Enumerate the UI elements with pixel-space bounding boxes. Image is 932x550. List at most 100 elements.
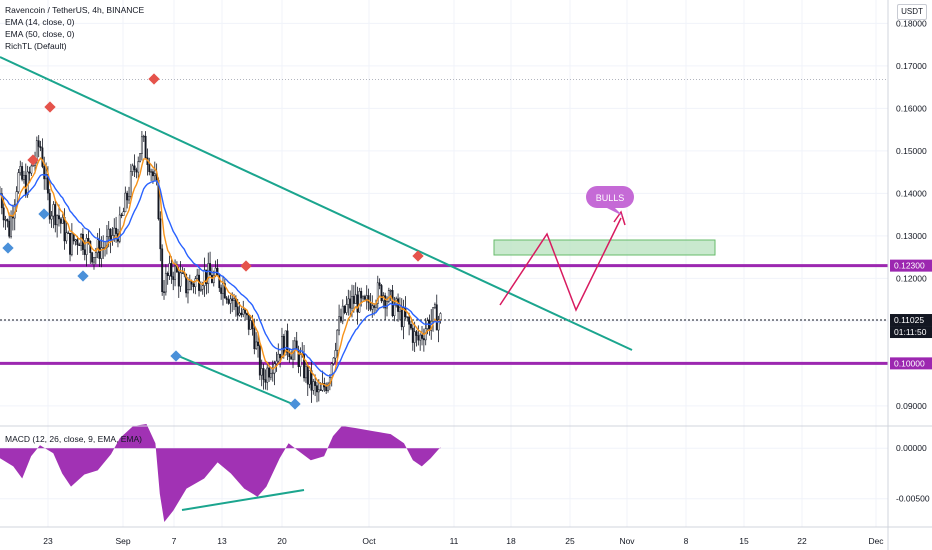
candle-body [78,244,81,246]
candle-body [83,249,86,255]
candle-body [245,313,248,316]
candle-body [2,207,5,221]
candle-body [67,232,70,234]
candle-body [207,263,210,284]
pivot-markers [2,73,424,410]
currency-button[interactable]: USDT [897,4,927,20]
candle-body [338,316,341,331]
candle-body [135,169,138,173]
pivot-high-marker [240,260,252,272]
candle-body [240,312,243,315]
candle-body [398,307,401,312]
candle-body [417,335,420,341]
time-tick-label: 13 [217,536,227,546]
candle-body [179,272,182,287]
candle-body [177,271,180,287]
price-tick-label: 0.16000 [896,103,927,113]
candle-body [166,272,169,276]
candle-body [306,365,309,385]
time-tick-label: Sep [115,536,130,546]
candle-body [122,211,125,216]
ema-lines [0,156,441,387]
symbol-title[interactable]: Ravencoin / TetherUS, 4h, BINANCE [5,5,145,15]
candle-body [413,331,416,343]
candle-body [387,290,390,302]
candle-body [286,330,289,353]
candle-body [39,146,42,149]
candle-body [299,354,302,367]
candle-body [238,312,241,316]
price-axis-badge-text: 0.10000 [894,358,925,368]
candle-body [292,348,294,360]
pivot-low-marker [289,398,301,410]
candle-body [281,335,283,359]
pivot-low-marker [170,350,182,362]
candle-body [354,294,357,304]
candle-body [258,345,261,376]
candle-body [229,298,232,304]
time-tick-label: Dec [868,536,884,546]
candle-body [94,252,97,258]
candle-body [196,274,199,279]
ema-50-legend[interactable]: EMA (50, close, 0) [5,29,75,39]
pivot-high-marker [44,101,56,113]
indicator-legend: Ravencoin / TetherUS, 4h, BINANCE EMA (1… [5,4,144,52]
candle-body [253,328,256,350]
candle-body [128,196,130,201]
time-tick-label: 20 [277,536,287,546]
candle-body [120,214,123,217]
drawings[interactable]: BULLS [0,56,716,511]
candle-body [164,272,167,293]
candle-body [159,218,162,250]
candle-body [70,233,73,255]
price-axis-badge [890,326,932,339]
candle-body [435,304,438,331]
candle-body [223,283,226,299]
candle-body [380,285,383,302]
candle-body [72,233,75,242]
candle-body [129,171,132,197]
candle-body [124,192,127,213]
candle-body [185,273,188,294]
candle-body [227,299,230,304]
candle-body [131,165,134,172]
candle-body [54,204,57,226]
candle-body [153,173,156,177]
candle-body [209,263,212,276]
candle-body [439,313,442,320]
candle-body [137,161,140,173]
candle-body [69,232,71,255]
candle-body [192,283,195,287]
candle-body [406,316,409,318]
candle-body [231,298,234,301]
candle-body [277,353,280,362]
candle-body [233,298,235,301]
candle-body [293,340,296,350]
price-tick-label: 0.15000 [896,146,927,156]
pivot-high-marker [148,73,160,85]
candle-body [93,257,95,263]
candle-body [8,220,11,237]
macd-legend[interactable]: MACD (12, 26, close, 9, EMA, EMA) [5,434,142,444]
candle-body [378,282,381,286]
candle-body [257,341,259,347]
candle-body [4,219,7,221]
pivot-low-marker [2,242,14,254]
candle-body [325,386,328,392]
candle-body [255,341,258,350]
candle-body [43,166,46,180]
time-tick-label: 22 [797,536,807,546]
candle-body [317,389,320,393]
ema-14-legend[interactable]: EMA (14, close, 0) [5,17,75,27]
candle-body [400,307,403,328]
candle-body [422,338,425,341]
richtl-legend[interactable]: RichTL (Default) [5,41,67,51]
candle-body [362,296,364,299]
candle-body [244,309,247,314]
macd-tick-label: 0.00000 [896,443,927,453]
candle-body [52,204,55,217]
candle-body [319,389,322,391]
ema-50-line [0,173,441,377]
